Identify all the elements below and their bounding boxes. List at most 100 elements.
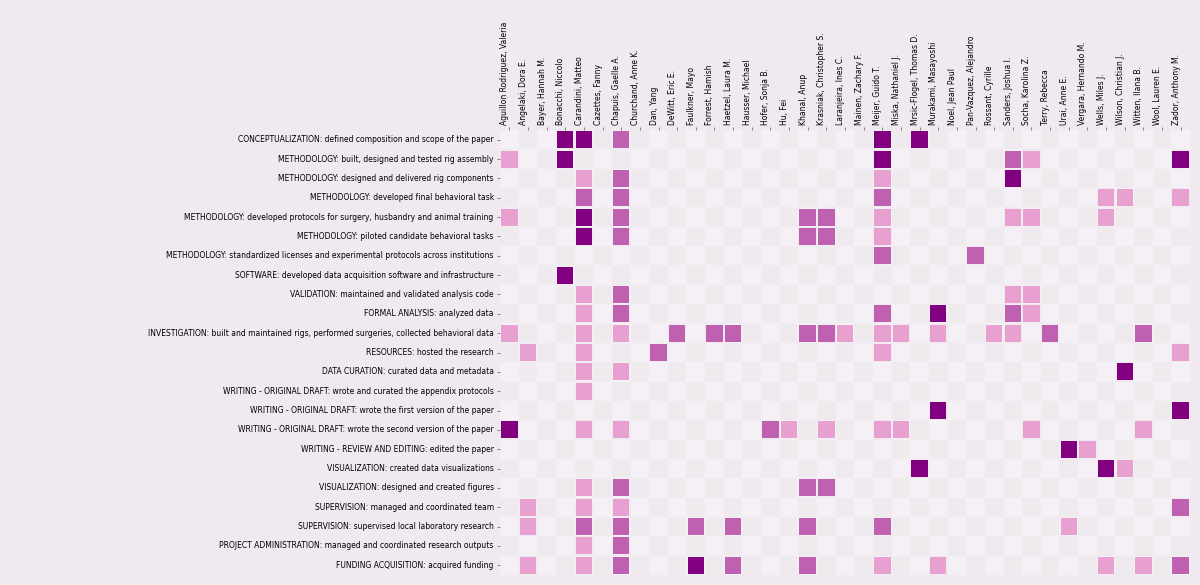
- Bar: [1060, 498, 1078, 517]
- Bar: [556, 246, 575, 266]
- Bar: [985, 459, 1003, 479]
- Bar: [966, 381, 985, 401]
- Bar: [612, 479, 630, 498]
- Bar: [1003, 536, 1022, 556]
- Bar: [724, 343, 743, 362]
- Bar: [575, 208, 593, 227]
- Bar: [1003, 479, 1022, 498]
- Bar: [688, 557, 704, 574]
- Bar: [835, 324, 854, 343]
- Bar: [1134, 324, 1153, 343]
- Bar: [761, 498, 780, 517]
- Bar: [612, 459, 630, 479]
- Bar: [500, 498, 518, 517]
- Bar: [649, 459, 668, 479]
- Bar: [1171, 498, 1190, 517]
- Bar: [500, 168, 518, 188]
- Bar: [929, 246, 948, 266]
- Bar: [854, 324, 872, 343]
- Bar: [854, 149, 872, 168]
- Bar: [1060, 168, 1078, 188]
- Bar: [724, 362, 743, 381]
- Bar: [780, 439, 798, 459]
- Bar: [649, 498, 668, 517]
- Bar: [1078, 246, 1097, 266]
- Bar: [706, 459, 724, 479]
- Bar: [556, 304, 575, 324]
- Bar: [911, 556, 929, 575]
- Bar: [1022, 149, 1040, 168]
- Bar: [817, 401, 835, 420]
- Bar: [1003, 517, 1022, 536]
- Bar: [593, 188, 612, 208]
- Bar: [1003, 439, 1022, 459]
- Bar: [966, 459, 985, 479]
- Bar: [985, 285, 1003, 304]
- Bar: [948, 498, 966, 517]
- Bar: [575, 149, 593, 168]
- Bar: [1022, 246, 1040, 266]
- Bar: [556, 285, 575, 304]
- Bar: [1116, 227, 1134, 246]
- Bar: [593, 149, 612, 168]
- Bar: [706, 246, 724, 266]
- Bar: [538, 459, 556, 479]
- Bar: [613, 131, 630, 148]
- Bar: [500, 266, 518, 285]
- Bar: [1024, 305, 1039, 322]
- Bar: [613, 363, 630, 380]
- Bar: [500, 208, 518, 227]
- Bar: [500, 381, 518, 401]
- Bar: [649, 304, 668, 324]
- Bar: [686, 266, 706, 285]
- Bar: [966, 266, 985, 285]
- Bar: [1116, 401, 1134, 420]
- Bar: [593, 227, 612, 246]
- Bar: [892, 498, 911, 517]
- Bar: [817, 479, 835, 498]
- Bar: [985, 479, 1003, 498]
- Bar: [780, 381, 798, 401]
- Bar: [1097, 208, 1116, 227]
- Bar: [780, 149, 798, 168]
- Bar: [1153, 401, 1171, 420]
- Bar: [1003, 498, 1022, 517]
- Bar: [892, 536, 911, 556]
- Bar: [929, 188, 948, 208]
- Bar: [706, 381, 724, 401]
- Bar: [724, 208, 743, 227]
- Bar: [1003, 304, 1022, 324]
- Bar: [743, 343, 761, 362]
- Bar: [854, 168, 872, 188]
- Bar: [911, 381, 929, 401]
- Bar: [854, 246, 872, 266]
- Bar: [1097, 381, 1116, 401]
- Bar: [575, 401, 593, 420]
- Bar: [966, 498, 985, 517]
- Bar: [1116, 168, 1134, 188]
- Bar: [929, 343, 948, 362]
- Bar: [593, 324, 612, 343]
- Bar: [502, 150, 517, 167]
- Bar: [686, 188, 706, 208]
- Bar: [686, 304, 706, 324]
- Bar: [817, 285, 835, 304]
- Bar: [576, 344, 592, 361]
- Bar: [593, 479, 612, 498]
- Bar: [817, 517, 835, 536]
- Bar: [1171, 343, 1190, 362]
- Bar: [743, 420, 761, 439]
- Bar: [1060, 227, 1078, 246]
- Bar: [948, 168, 966, 188]
- Bar: [557, 131, 574, 148]
- Bar: [1134, 459, 1153, 479]
- Bar: [1004, 208, 1021, 226]
- Bar: [575, 498, 593, 517]
- Bar: [1134, 304, 1153, 324]
- Bar: [835, 304, 854, 324]
- Bar: [817, 227, 835, 246]
- Bar: [892, 459, 911, 479]
- Bar: [576, 383, 592, 400]
- Bar: [630, 343, 649, 362]
- Bar: [706, 324, 724, 343]
